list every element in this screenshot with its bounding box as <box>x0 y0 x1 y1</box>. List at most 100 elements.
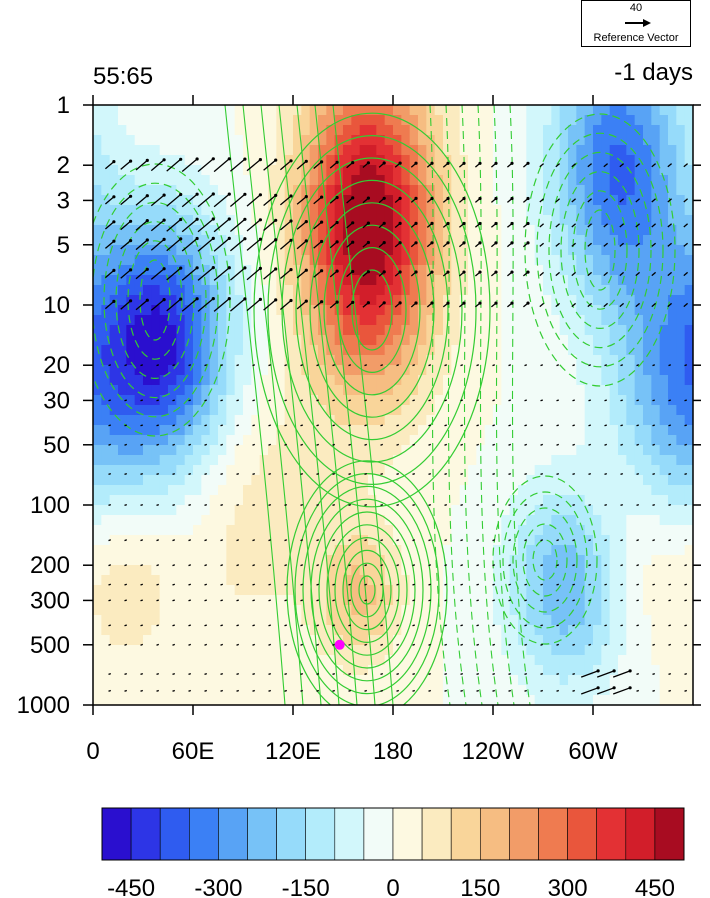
heat-cell <box>93 465 102 476</box>
heat-cell <box>559 405 569 416</box>
heat-cell <box>226 315 236 326</box>
heat-cell <box>493 375 502 386</box>
heat-cell <box>551 465 561 476</box>
heat-cell <box>143 135 152 146</box>
heat-cell <box>184 515 194 526</box>
heat-cell <box>609 345 619 356</box>
heat-cell <box>151 295 161 306</box>
heat-cell <box>226 455 236 466</box>
heat-cell <box>676 355 686 366</box>
heat-cell <box>284 455 294 466</box>
heat-cell <box>518 365 527 376</box>
heat-cell <box>301 605 311 616</box>
heat-cell <box>109 135 119 146</box>
heat-cell <box>601 175 611 186</box>
heat-cell <box>484 525 494 536</box>
heat-cell <box>134 155 144 166</box>
heat-cell <box>434 195 444 206</box>
heat-cell <box>259 585 269 596</box>
heat-cell <box>443 495 452 506</box>
wind-vector-head <box>366 270 370 274</box>
heat-cell <box>526 265 536 276</box>
heat-cell <box>559 295 569 306</box>
heat-cell <box>93 285 102 296</box>
heat-cell <box>609 595 619 606</box>
heat-cell <box>551 515 561 526</box>
wind-vector-head <box>129 159 133 163</box>
heat-cell <box>634 305 644 316</box>
heat-cell <box>476 215 486 226</box>
heat-cell <box>309 645 319 656</box>
heat-cell <box>218 375 227 386</box>
heat-cell <box>218 475 227 486</box>
heat-cell <box>326 205 336 216</box>
heat-cell <box>543 315 552 326</box>
heat-cell <box>193 415 202 426</box>
heat-cell <box>226 655 236 666</box>
heat-cell <box>284 125 294 136</box>
heat-cell <box>343 205 352 216</box>
wind-vector-head <box>478 301 482 305</box>
heat-cell <box>284 315 294 326</box>
heat-cell <box>684 625 693 636</box>
heat-cell <box>143 565 152 576</box>
heat-cell <box>368 215 377 226</box>
wind-vector <box>150 219 165 232</box>
heat-cell <box>476 395 486 406</box>
heat-cell <box>418 605 427 616</box>
heat-cell <box>351 135 361 146</box>
heat-cell <box>434 545 444 556</box>
heat-cell <box>559 205 569 216</box>
heat-cell <box>234 555 244 566</box>
heat-cell <box>509 135 519 146</box>
heat-cell <box>151 195 161 206</box>
heat-cell <box>634 265 644 276</box>
heat-cell <box>209 525 219 536</box>
wind-vector-head <box>366 301 370 305</box>
heat-cell <box>659 395 669 406</box>
heat-cell <box>201 585 211 596</box>
heat-cell <box>134 345 144 356</box>
heat-cell <box>534 425 544 436</box>
heat-cell <box>443 365 452 376</box>
heat-cell <box>284 215 294 226</box>
heat-cell <box>551 665 561 676</box>
heat-cell <box>118 245 127 256</box>
wind-vector <box>380 364 384 367</box>
heat-cell <box>643 155 652 166</box>
heat-cell <box>118 545 127 556</box>
wind-vector <box>181 193 198 208</box>
heat-cell <box>326 105 336 116</box>
heat-cell <box>676 615 686 626</box>
heat-cell <box>368 615 377 626</box>
heat-cell <box>518 265 527 276</box>
heat-cell <box>151 555 161 566</box>
heat-cell <box>576 385 586 396</box>
heat-cell <box>326 435 336 446</box>
heat-cell <box>484 445 494 456</box>
heat-cell <box>93 355 102 366</box>
heat-cell <box>143 105 152 116</box>
heat-cell <box>518 535 527 546</box>
heat-cell <box>651 675 661 686</box>
heat-cell <box>159 415 169 426</box>
heat-cell <box>201 655 211 666</box>
heat-cell <box>618 655 627 666</box>
wind-vector <box>524 424 528 427</box>
heat-cell <box>526 395 536 406</box>
heat-cell <box>268 595 277 606</box>
heat-cell <box>618 205 627 216</box>
heat-cell <box>276 475 286 486</box>
wind-vector-head <box>398 301 402 305</box>
heat-cell <box>393 365 402 376</box>
contour-line <box>309 202 435 418</box>
heat-cell <box>609 675 619 686</box>
heat-cell <box>501 455 511 466</box>
wind-vector <box>396 399 400 402</box>
heat-cell <box>226 665 236 676</box>
heat-cell <box>143 345 152 356</box>
heat-cell <box>668 115 677 126</box>
heat-cell <box>451 225 461 236</box>
wind-vector <box>412 472 416 476</box>
heat-cell <box>518 235 527 246</box>
